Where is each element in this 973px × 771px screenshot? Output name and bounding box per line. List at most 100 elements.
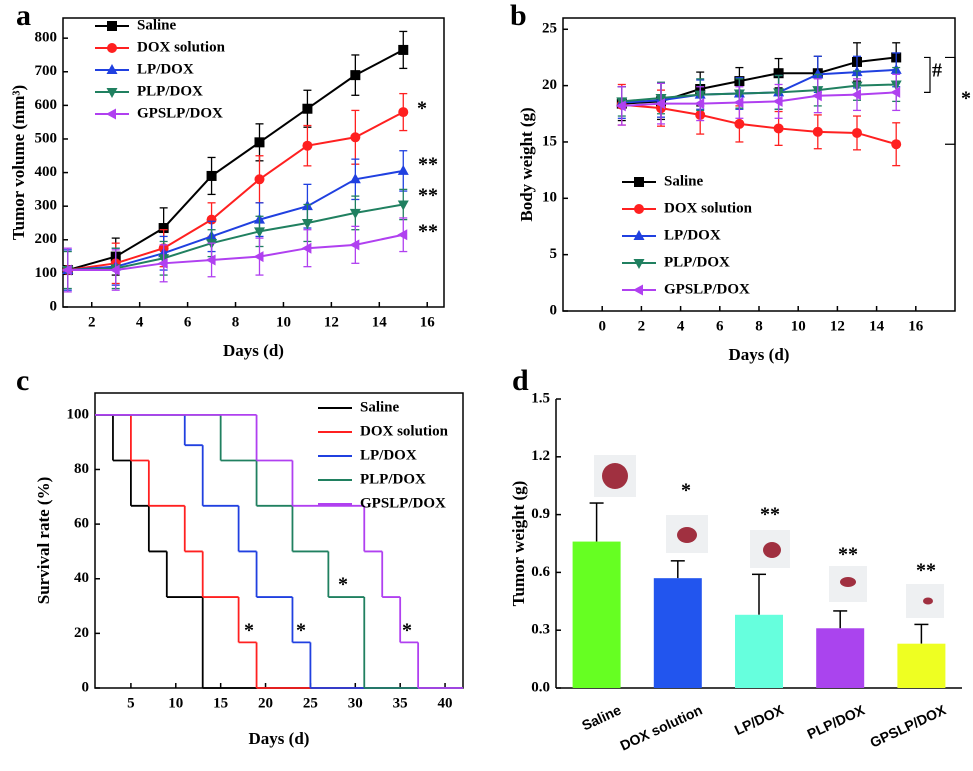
y-tick-label: 20 [74,625,89,641]
legend-label: GPSLP/DOX [360,495,446,511]
y-tick-label: 15 [542,133,557,149]
y-tick-label: 80 [74,461,89,477]
marker [302,140,313,151]
x-tick-label: LP/DOX [732,701,787,738]
marker [655,98,665,110]
annotation: * [296,620,306,642]
annotation: # [932,60,942,82]
x-tick-label: 5 [127,695,135,711]
x-tick-label: 4 [677,318,685,334]
legend-label: LP/DOX [664,227,721,243]
legend-label: GPSLP/DOX [664,281,750,297]
series-line [67,49,404,271]
marker [890,86,901,98]
legend-label: GPSLP/DOX [137,105,223,121]
marker [398,44,409,55]
marker [812,126,823,137]
annotation: ** [418,154,438,176]
y-tick-label: 0.6 [531,564,550,580]
photo-tumor [840,577,856,587]
y-axis-title: Tumor weight (g) [509,481,528,607]
x-tick-label: Saline [579,701,623,733]
legend-label: Saline [360,399,400,415]
x-tick-label: 35 [393,695,408,711]
marker [157,257,168,269]
y-tick-label: 100 [35,265,58,281]
y-tick-label: 200 [35,231,58,247]
bar [897,643,946,688]
y-axis-title: Tumor volume (mm³) [9,85,28,240]
marker [398,107,409,118]
y-tick-label: 600 [35,97,58,113]
marker [301,218,313,229]
y-tick-label: 5 [550,246,558,262]
y-axis-title: Body weight (g) [517,107,536,221]
x-tick-label: 40 [438,695,453,711]
marker [349,239,360,251]
bracket [924,56,931,93]
error-bar [589,502,604,542]
marker [634,204,644,214]
x-axis-title: Days (d) [249,729,310,748]
y-axis-title: Survival rate (%) [34,477,53,604]
annotation: * [961,88,971,110]
marker [301,242,312,254]
y-tick-label: 40 [74,570,89,586]
x-tick-label: 16 [420,314,436,330]
marker [350,132,361,143]
series-line [67,233,404,272]
y-tick-label: 1.2 [531,448,550,464]
marker [397,229,408,241]
x-tick-label: PLP/DOX [805,701,868,742]
legend-label: Saline [137,17,177,33]
annotation: ** [418,185,438,207]
x-tick-label: 30 [348,695,363,711]
tumor-photos [594,455,944,618]
marker [254,174,265,185]
marker [773,68,784,79]
marker [206,214,217,225]
marker [851,89,861,101]
photo-tumor [763,542,781,558]
marker [633,284,643,296]
panel-label: b [510,0,527,32]
annotation: ** [418,221,438,243]
marker [852,127,862,138]
error-bar [752,573,766,615]
error-bar [670,560,685,579]
bar [816,628,865,688]
marker [106,64,118,74]
x-tick-label: GPSLP/DOX [867,701,948,750]
annotation: ** [916,560,936,582]
series-line [621,91,897,107]
x-tick-label: 8 [232,314,240,330]
bar [572,541,621,688]
series-line [67,169,404,272]
marker [350,70,361,81]
x-tick-label: 10 [168,695,183,711]
y-tick-label: 10 [542,190,557,206]
annotation: * [402,620,412,642]
y-tick-label: 20 [542,77,557,93]
legend-label: DOX solution [360,423,449,439]
marker [302,103,313,114]
x-tick-label: 8 [755,318,763,334]
marker [891,139,902,150]
x-tick-label: 10 [276,314,291,330]
x-tick-label: 16 [908,318,924,334]
y-tick-label: 0 [50,298,58,314]
marker [633,230,645,240]
y-tick-label: 700 [35,63,58,79]
x-tick-label: 6 [184,314,192,330]
marker [349,173,361,184]
error-bar [833,610,848,629]
y-tick-label: 0 [82,679,90,695]
annotation: * [244,620,254,642]
marker [772,95,783,107]
x-tick-label: 2 [638,318,646,334]
bar [653,578,702,688]
y-tick-label: 25 [542,21,557,37]
x-tick-label: 12 [324,314,339,330]
annotation: ** [760,504,780,526]
